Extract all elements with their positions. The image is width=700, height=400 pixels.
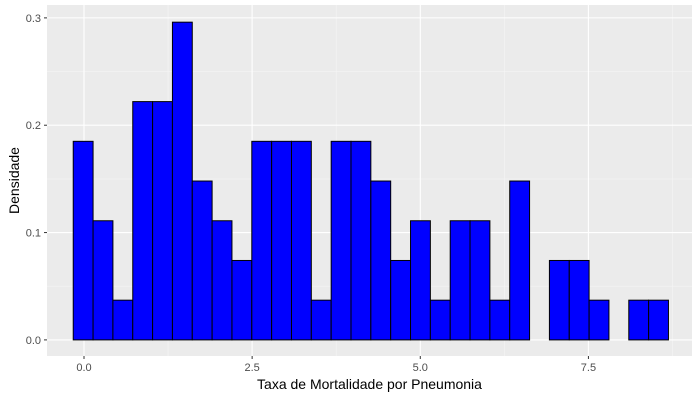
histogram-bar [251,140,273,341]
histogram-bars [72,21,669,341]
histogram-bar [92,220,114,341]
histogram-bar [568,259,590,341]
histogram-bar [509,180,531,341]
x-axis-tick-labels: 0.0 2.5 5.0 7.5 [76,362,596,374]
x-tick-label: 5.0 [413,362,428,374]
histogram-bar [132,101,154,341]
x-tick-label: 0.0 [76,362,91,374]
histogram-bar [310,299,332,341]
histogram-bar [350,140,372,341]
axis-ticks [44,17,589,359]
histogram-bar [191,180,213,341]
histogram-bar [410,220,431,341]
x-axis-title: Taxa de Mortalidade por Pneumonia [257,376,482,392]
histogram-bar [290,140,312,341]
histogram-bar [211,220,233,341]
y-axis-title: Densidade [6,147,22,214]
histogram-bar [231,259,253,341]
histogram-bar [429,299,451,341]
y-tick-label: 0.1 [26,228,41,240]
y-tick-label: 0.2 [26,120,41,132]
histogram-bar [370,180,392,341]
y-axis-tick-labels: 0.0 0.1 0.2 0.3 [26,13,41,347]
histogram-bar [390,259,412,341]
histogram-bar [489,299,511,341]
histogram-bar [171,21,193,341]
histogram-bar [648,299,669,341]
x-tick-label: 7.5 [581,362,596,374]
histogram-bar [271,140,292,341]
y-tick-label: 0.0 [26,335,41,347]
histogram-bar [548,259,570,341]
y-tick-label: 0.3 [26,13,41,25]
x-tick-label: 2.5 [244,362,259,374]
histogram-bar [330,140,352,341]
histogram-bar [628,299,650,341]
histogram-bar [72,140,94,341]
histogram-bar [588,299,610,341]
histogram-bar [152,101,173,341]
histogram-bar [469,220,491,341]
histogram-bar [112,299,134,341]
histogram-bar [449,220,471,341]
